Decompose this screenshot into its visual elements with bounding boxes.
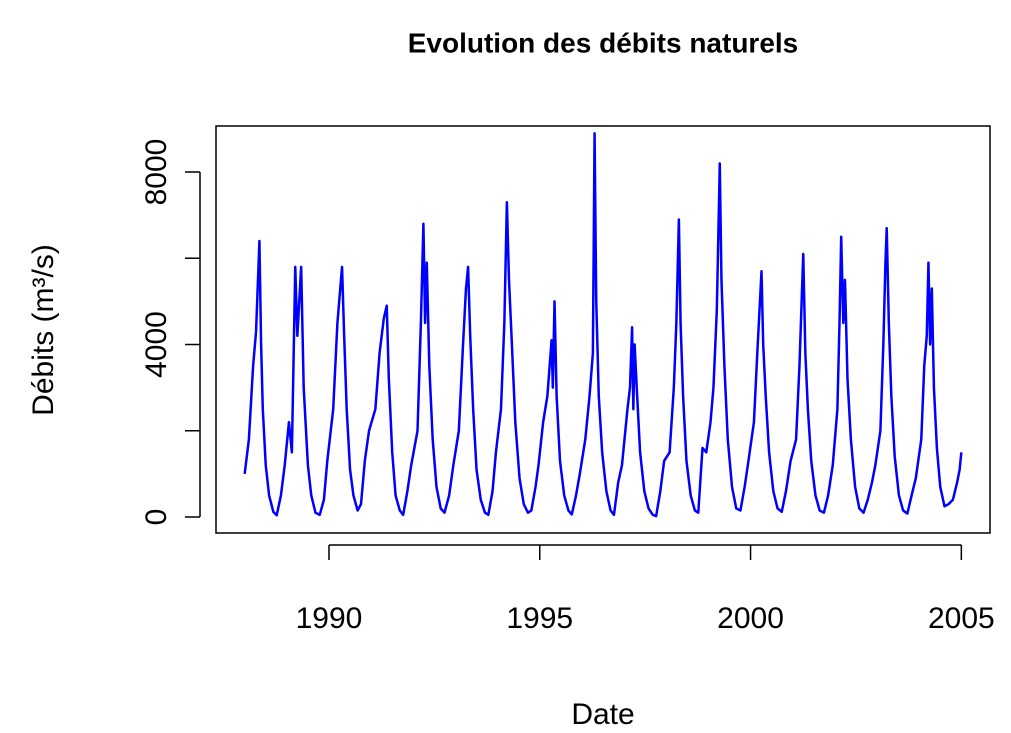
y-tick-label: 8000 [140,139,173,206]
x-tick-label: 1990 [296,602,363,635]
x-tick-label: 2005 [928,602,995,635]
plot-frame [215,125,991,534]
y-axis-label: Débits (m³/s) [27,244,60,416]
y-tick-label: 4000 [140,311,173,378]
y-tick-label: 0 [140,509,173,526]
chart-title: Evolution des débits naturels [408,27,799,58]
data-line [243,131,963,518]
x-tick-label: 1995 [506,602,573,635]
x-axis-label: Date [571,698,634,731]
x-tick-label: 2000 [717,602,784,635]
